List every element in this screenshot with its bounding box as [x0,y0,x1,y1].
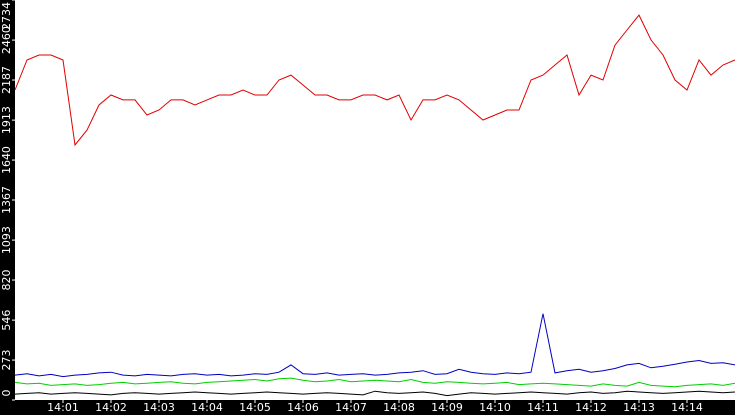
y-tick-label: 1640 [0,146,13,174]
x-tick-label: 14:07 [335,401,367,414]
x-tick-label: 14:13 [623,401,655,414]
x-tick-label: 14:06 [287,401,319,414]
x-tick-label: 14:04 [191,401,223,414]
y-tick-label: 546 [0,310,13,331]
x-tick-label: 14:10 [479,401,511,414]
y-tick-label: 2460 [0,26,13,54]
x-tick-label: 14:11 [527,401,559,414]
x-tick-label: 14:05 [239,401,271,414]
y-tick-label: 273 [0,350,13,371]
series-line [14,313,735,378]
x-tick-label: 14:09 [431,401,463,414]
x-tick-label: 14:02 [95,401,127,414]
plot-area [15,0,735,400]
y-tick-label: 0 [0,390,13,397]
series-line [14,390,735,397]
y-tick-label: 1093 [0,226,13,254]
y-tick-label: 1367 [0,186,13,214]
series-line [14,14,735,147]
y-tick-label: 820 [0,270,13,291]
x-tick-label: 14:08 [383,401,415,414]
y-tick-label: 2734 [0,2,13,30]
x-tick-label: 14:03 [143,401,175,414]
x-tick-label: 14:12 [575,401,607,414]
x-tick-label: 14:01 [47,401,79,414]
y-tick-label: 1913 [0,106,13,134]
x-tick-label: 14:14 [671,401,703,414]
series-line [14,377,735,388]
y-tick-label: 2187 [0,66,13,94]
